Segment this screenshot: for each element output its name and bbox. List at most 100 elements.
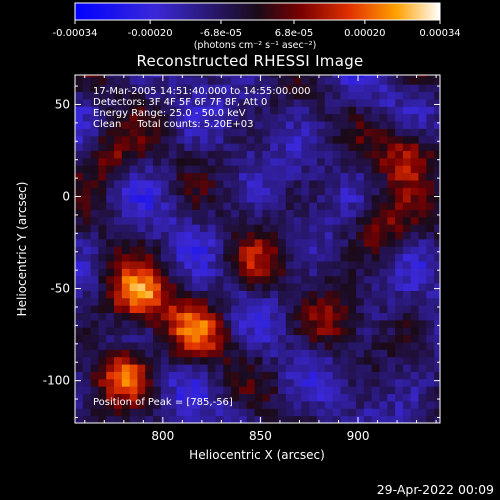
heatmap-cell [301,98,310,107]
heatmap-cell [293,371,302,380]
heatmap-cell [75,356,84,365]
heatmap-cell [434,150,440,159]
heatmap-cell [317,143,326,151]
heatmap-cell [199,231,209,240]
heatmap-cell [176,76,185,85]
heatmap-cell [114,334,123,343]
heatmap-cell [199,172,209,181]
heatmap-cell [231,143,240,151]
heatmap-cell [309,76,318,85]
heatmap-cell [129,209,138,218]
heatmap-cell [309,121,318,129]
heatmap-cell [168,121,177,129]
heatmap-cell [434,253,440,262]
heatmap-cell [348,371,357,380]
heatmap-cell [82,113,92,122]
heatmap-cell [238,209,248,218]
heatmap-cell [426,194,435,203]
heatmap-cell [238,106,248,115]
heatmap-cell [262,283,271,291]
heatmap-cell [160,319,170,328]
heatmap-cell [363,187,373,196]
heatmap-cell [254,76,263,85]
heatmap-cell [160,393,170,402]
heatmap-cell [348,135,357,144]
heatmap-cell [402,275,412,284]
heatmap-cell [324,75,334,78]
heatmap-cell [410,408,420,417]
heatmap-cell [192,341,201,350]
heatmap-cell [184,150,193,159]
heatmap-cell [114,172,123,181]
heatmap-cell [270,135,279,144]
heatmap-cell [223,98,232,107]
heatmap-cell [324,260,334,269]
heatmap-cell [129,194,138,203]
heatmap-cell [231,84,240,93]
heatmap-cell [207,253,217,262]
heatmap-cell [106,231,115,240]
heatmap-cell [75,98,84,107]
heatmap-cell [231,364,240,372]
heatmap-cell [246,305,256,314]
heatmap-cell [231,371,240,380]
heatmap-cell [262,415,271,423]
heatmap-cell [340,283,349,291]
heatmap-cell [356,386,365,395]
heatmap-cell [317,327,326,336]
heatmap-cell [309,341,318,350]
heatmap-cell [98,341,107,350]
heatmap-cell [184,143,193,151]
heatmap-cell [395,268,404,277]
heatmap-cell [106,349,115,358]
heatmap-cell [348,121,357,129]
heatmap-cell [254,187,263,196]
heatmap-cell [114,179,123,188]
heatmap-cell [379,349,388,358]
heatmap-cell [98,349,107,358]
heatmap-cell [199,224,209,233]
heatmap-cell [215,150,224,159]
heatmap-cell [254,268,263,277]
heatmap-cell [145,135,154,144]
heatmap-cell [176,393,185,402]
heatmap-cell [199,268,209,277]
heatmap-cell [402,283,412,291]
heatmap-cell [238,356,248,365]
heatmap-cell [340,202,349,210]
heatmap-cell [262,356,271,365]
heatmap-cell [121,253,131,262]
heatmap-cell [168,231,177,240]
heatmap-cell [153,157,162,166]
heatmap-cell [379,238,388,247]
heatmap-cell [395,121,404,129]
heatmap-cell [192,319,201,328]
heatmap-cell [387,334,396,343]
heatmap-cell [285,283,295,291]
heatmap-cell [371,172,380,181]
heatmap-cell [301,209,310,218]
heatmap-cell [231,98,240,107]
heatmap-cell [270,415,279,423]
heatmap-cell [356,356,365,365]
heatmap-cell [82,386,92,395]
heatmap-cell [363,246,373,255]
heatmap-cell [379,187,388,196]
heatmap-cell [106,334,115,343]
heatmap-cell [223,76,232,85]
heatmap-cell [332,231,341,240]
heatmap-cell [192,75,201,78]
heatmap-cell [348,143,357,151]
heatmap-cell [410,172,420,181]
heatmap-cell [215,179,224,188]
heatmap-cell [371,312,380,321]
heatmap-cell [363,290,373,299]
heatmap-cell [254,341,263,350]
heatmap-cell [270,364,279,372]
heatmap-cell [363,84,373,93]
heatmap-cell [160,187,170,196]
heatmap-cell [137,371,146,380]
heatmap-cell [160,415,170,423]
heatmap-cell [301,172,310,181]
heatmap-cell [293,253,302,262]
